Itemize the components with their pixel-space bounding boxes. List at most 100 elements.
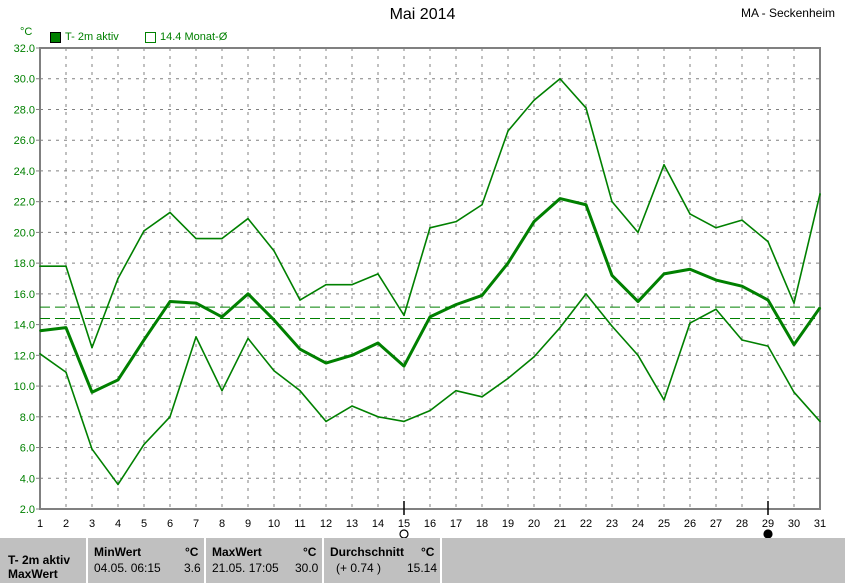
data-point-mean bbox=[663, 273, 665, 275]
data-point-mean bbox=[455, 303, 457, 306]
data-point-mean bbox=[39, 329, 41, 332]
avg-unit: °C bbox=[421, 545, 435, 559]
data-point-min bbox=[507, 377, 509, 380]
data-point-max bbox=[429, 226, 431, 229]
data-point-mean bbox=[377, 342, 379, 344]
y-tick-label: 6.0 bbox=[20, 443, 35, 455]
data-point-max bbox=[715, 226, 717, 229]
data-point-mean bbox=[169, 300, 171, 303]
x-tick-label: 10 bbox=[268, 518, 280, 530]
data-point-min bbox=[559, 326, 561, 329]
data-point-max bbox=[117, 277, 119, 280]
max-value: 30.0 bbox=[295, 561, 319, 575]
x-tick-label: 25 bbox=[658, 518, 670, 530]
data-point-max bbox=[247, 217, 249, 220]
data-point-min bbox=[169, 416, 171, 418]
x-tick-label: 7 bbox=[193, 518, 199, 530]
data-point-mean bbox=[325, 362, 327, 364]
legend-label: T- 2m aktiv bbox=[65, 31, 119, 43]
data-point-mean bbox=[819, 306, 821, 309]
data-point-mean bbox=[611, 274, 613, 277]
data-point-max bbox=[533, 99, 535, 102]
data-point-mean bbox=[299, 348, 301, 350]
x-tick-label: 24 bbox=[632, 518, 644, 530]
data-point-min bbox=[299, 389, 301, 392]
y-tick-label: 30.0 bbox=[14, 74, 35, 86]
data-point-mean bbox=[793, 343, 795, 346]
data-point-max bbox=[481, 203, 483, 206]
data-point-min bbox=[533, 356, 535, 358]
row-label: T- 2m aktiv bbox=[8, 553, 71, 567]
max-time: 21.05. 17:05 bbox=[212, 561, 279, 575]
x-tick-label: 15 bbox=[398, 518, 410, 530]
data-point-mean bbox=[689, 268, 691, 271]
data-point-mean bbox=[715, 279, 717, 281]
data-point-min bbox=[689, 322, 691, 324]
data-point-min bbox=[247, 337, 249, 340]
data-point-mean bbox=[767, 299, 769, 301]
data-point-max bbox=[39, 265, 41, 268]
x-tick-label: 5 bbox=[141, 518, 147, 530]
data-point-min bbox=[611, 325, 613, 327]
data-point-min bbox=[39, 352, 41, 355]
data-point-max bbox=[741, 219, 743, 221]
data-point-max bbox=[793, 302, 795, 304]
station-name: MA - Seckenheim bbox=[740, 6, 835, 20]
x-tick-label: 6 bbox=[167, 518, 173, 530]
x-tick-label: 16 bbox=[424, 518, 436, 530]
max-unit: °C bbox=[303, 545, 317, 559]
data-point-min bbox=[663, 399, 665, 401]
data-point-mean bbox=[507, 262, 509, 264]
legend-swatch-empty bbox=[145, 31, 156, 43]
legend-item-mean: T- 2m aktiv bbox=[50, 31, 119, 43]
min-value: 3.6 bbox=[184, 561, 201, 575]
y-tick-label: 12.0 bbox=[14, 350, 35, 362]
x-tick-label: 27 bbox=[710, 518, 722, 530]
data-point-mean bbox=[403, 365, 405, 367]
y-tick-label: 22.0 bbox=[14, 197, 35, 209]
data-point-min bbox=[403, 420, 405, 423]
x-tick-label: 22 bbox=[580, 518, 592, 530]
x-tick-label: 17 bbox=[450, 518, 462, 530]
data-point-mean bbox=[273, 319, 275, 321]
x-tick-label: 29 bbox=[762, 518, 774, 530]
data-point-min bbox=[455, 389, 457, 392]
x-tick-label: 11 bbox=[294, 518, 305, 530]
data-point-max bbox=[611, 200, 613, 203]
avg-delta: (+ 0.74 ) bbox=[336, 561, 382, 575]
data-point-max bbox=[689, 213, 691, 215]
data-point-min bbox=[715, 308, 717, 311]
data-point-min bbox=[793, 391, 795, 394]
data-point-max bbox=[819, 193, 821, 195]
y-tick-label: 32.0 bbox=[14, 43, 35, 55]
legend-label: 14.4 Monat-Ø bbox=[160, 31, 228, 43]
data-point-min bbox=[195, 336, 197, 338]
data-point-mean bbox=[91, 391, 93, 394]
y-tick-label: 14.0 bbox=[14, 320, 35, 332]
min-unit: °C bbox=[185, 545, 199, 559]
data-point-min bbox=[143, 443, 145, 446]
avg-value: 15.14 bbox=[407, 561, 438, 575]
data-point-max bbox=[325, 283, 327, 286]
data-point-max bbox=[377, 273, 379, 275]
data-point-min bbox=[351, 405, 353, 407]
data-point-max bbox=[559, 77, 561, 80]
data-point-mean bbox=[221, 316, 223, 318]
x-tick-label: 8 bbox=[219, 518, 225, 530]
x-tick-label: 18 bbox=[476, 518, 488, 530]
data-point-max bbox=[169, 211, 171, 214]
x-tick-label: 19 bbox=[502, 518, 514, 530]
data-point-min bbox=[767, 345, 769, 347]
y-tick-label: 26.0 bbox=[14, 135, 35, 147]
data-point-mean bbox=[65, 326, 67, 329]
data-point-min bbox=[429, 409, 431, 412]
x-tick-label: 2 bbox=[63, 518, 69, 530]
x-tick-label: 23 bbox=[606, 518, 618, 530]
temperature-plot: 2.0 4.0 6.0 8.0 10.0 12.0 14.0 16.0 18.0 20.0 22.0… bbox=[14, 43, 826, 538]
data-point-mean bbox=[195, 302, 197, 304]
data-point-mean bbox=[533, 220, 535, 223]
data-point-max bbox=[585, 107, 587, 109]
x-tick-label: 12 bbox=[320, 518, 332, 530]
data-point-mean bbox=[741, 285, 743, 287]
